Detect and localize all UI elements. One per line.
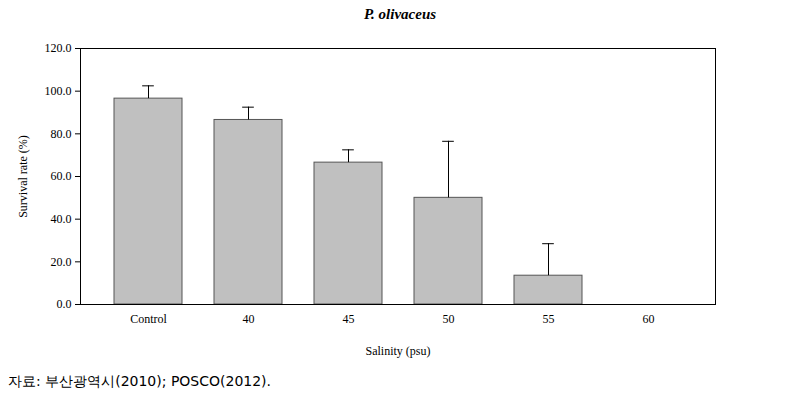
svg-text:0.0: 0.0	[57, 297, 72, 311]
svg-text:50: 50	[443, 312, 455, 326]
svg-text:Control: Control	[130, 312, 167, 326]
svg-text:40: 40	[243, 312, 255, 326]
html-text:자료: 부산광역시(2010); POSCO(2012).: 자료: 부산광역시(2010); POSCO(2012).	[8, 373, 271, 389]
svg-text:60.0: 60.0	[51, 169, 72, 183]
svg-text:Survival rate (%): Survival rate (%)	[16, 135, 30, 218]
svg-text:45: 45	[343, 312, 355, 326]
svg-text:40.0: 40.0	[51, 212, 72, 226]
svg-text:20.0: 20.0	[51, 255, 72, 269]
svg-text:Salinity (psu): Salinity (psu)	[366, 344, 431, 358]
svg-text:80.0: 80.0	[51, 127, 72, 141]
html-text:P. olivaceus: P. olivaceus	[363, 6, 437, 22]
svg-text:55: 55	[543, 312, 555, 326]
svg-text:60: 60	[643, 312, 655, 326]
svg-text:120.0: 120.0	[45, 41, 72, 55]
svg-text:100.0: 100.0	[45, 84, 72, 98]
